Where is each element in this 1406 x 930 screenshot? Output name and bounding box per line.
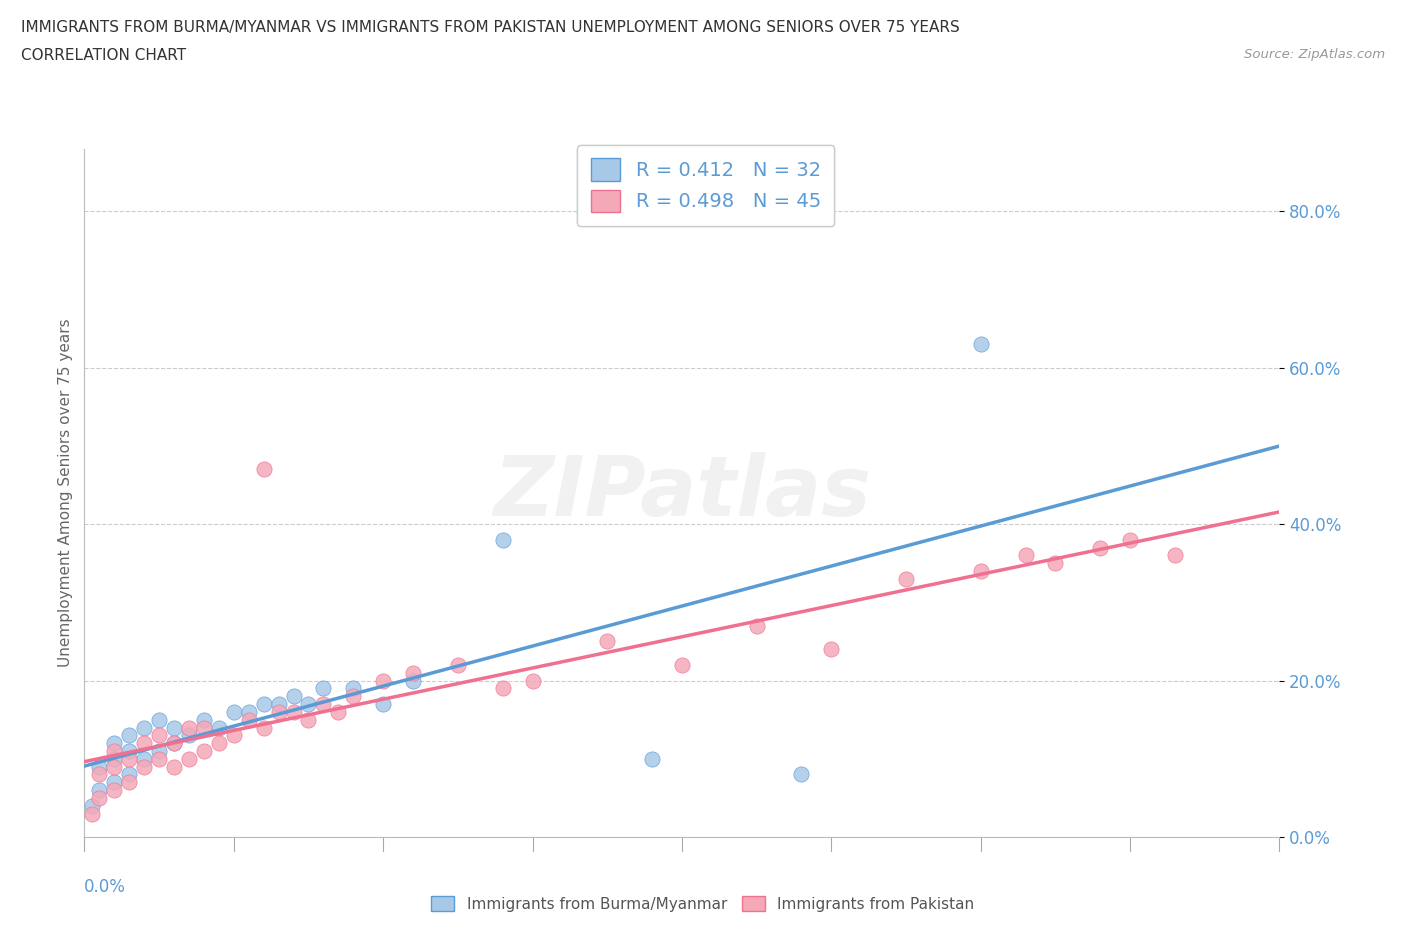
- Point: [253, 720, 276, 735]
- Point: [163, 736, 186, 751]
- Point: [132, 736, 156, 751]
- Point: [596, 634, 619, 649]
- Y-axis label: Unemployment Among Seniors over 75 years: Unemployment Among Seniors over 75 years: [58, 319, 73, 667]
- Point: [118, 728, 141, 743]
- Point: [148, 728, 170, 743]
- Point: [283, 704, 305, 719]
- Point: [177, 751, 200, 766]
- Point: [222, 704, 245, 719]
- Point: [328, 704, 350, 719]
- Point: [402, 665, 425, 680]
- Point: [267, 697, 290, 711]
- Text: CORRELATION CHART: CORRELATION CHART: [21, 48, 186, 63]
- Point: [222, 728, 245, 743]
- Point: [163, 720, 186, 735]
- Point: [238, 704, 260, 719]
- Point: [969, 564, 991, 578]
- Point: [177, 728, 200, 743]
- Point: [312, 697, 335, 711]
- Text: IMMIGRANTS FROM BURMA/MYANMAR VS IMMIGRANTS FROM PAKISTAN UNEMPLOYMENT AMONG SEN: IMMIGRANTS FROM BURMA/MYANMAR VS IMMIGRA…: [21, 20, 960, 35]
- Point: [148, 751, 170, 766]
- Point: [312, 681, 335, 696]
- Point: [297, 697, 319, 711]
- Point: [118, 751, 141, 766]
- Point: [103, 775, 125, 790]
- Text: ZIPatlas: ZIPatlas: [494, 452, 870, 534]
- Point: [492, 532, 515, 547]
- Point: [193, 744, 215, 759]
- Point: [89, 759, 111, 774]
- Legend: Immigrants from Burma/Myanmar, Immigrants from Pakistan: Immigrants from Burma/Myanmar, Immigrant…: [426, 889, 980, 918]
- Point: [132, 751, 156, 766]
- Point: [1119, 532, 1142, 547]
- Point: [89, 790, 111, 805]
- Point: [267, 704, 290, 719]
- Point: [342, 689, 364, 704]
- Point: [118, 775, 141, 790]
- Point: [103, 759, 125, 774]
- Point: [1014, 548, 1036, 563]
- Point: [969, 337, 991, 352]
- Point: [745, 618, 768, 633]
- Point: [894, 571, 917, 587]
- Point: [103, 736, 125, 751]
- Point: [1164, 548, 1187, 563]
- Point: [283, 689, 305, 704]
- Point: [193, 712, 215, 727]
- Point: [132, 720, 156, 735]
- Point: [163, 759, 186, 774]
- Point: [80, 798, 103, 813]
- Point: [103, 783, 125, 798]
- Point: [89, 783, 111, 798]
- Point: [1088, 540, 1111, 555]
- Point: [297, 712, 319, 727]
- Point: [177, 720, 200, 735]
- Point: [641, 751, 664, 766]
- Point: [118, 767, 141, 782]
- Text: Source: ZipAtlas.com: Source: ZipAtlas.com: [1244, 48, 1385, 61]
- Point: [103, 744, 125, 759]
- Point: [238, 712, 260, 727]
- Point: [208, 720, 231, 735]
- Point: [118, 744, 141, 759]
- Point: [820, 642, 842, 657]
- Point: [103, 751, 125, 766]
- Point: [208, 736, 231, 751]
- Point: [253, 697, 276, 711]
- Point: [371, 697, 394, 711]
- Point: [89, 767, 111, 782]
- Point: [193, 720, 215, 735]
- Point: [522, 673, 544, 688]
- Point: [790, 767, 813, 782]
- Point: [342, 681, 364, 696]
- Legend: R = 0.412   N = 32, R = 0.498   N = 45: R = 0.412 N = 32, R = 0.498 N = 45: [578, 145, 834, 226]
- Point: [671, 658, 693, 672]
- Point: [132, 759, 156, 774]
- Point: [148, 744, 170, 759]
- Point: [447, 658, 470, 672]
- Point: [253, 462, 276, 477]
- Point: [80, 806, 103, 821]
- Point: [371, 673, 394, 688]
- Text: 0.0%: 0.0%: [84, 878, 127, 897]
- Point: [148, 712, 170, 727]
- Point: [163, 736, 186, 751]
- Point: [492, 681, 515, 696]
- Point: [1045, 556, 1067, 571]
- Point: [402, 673, 425, 688]
